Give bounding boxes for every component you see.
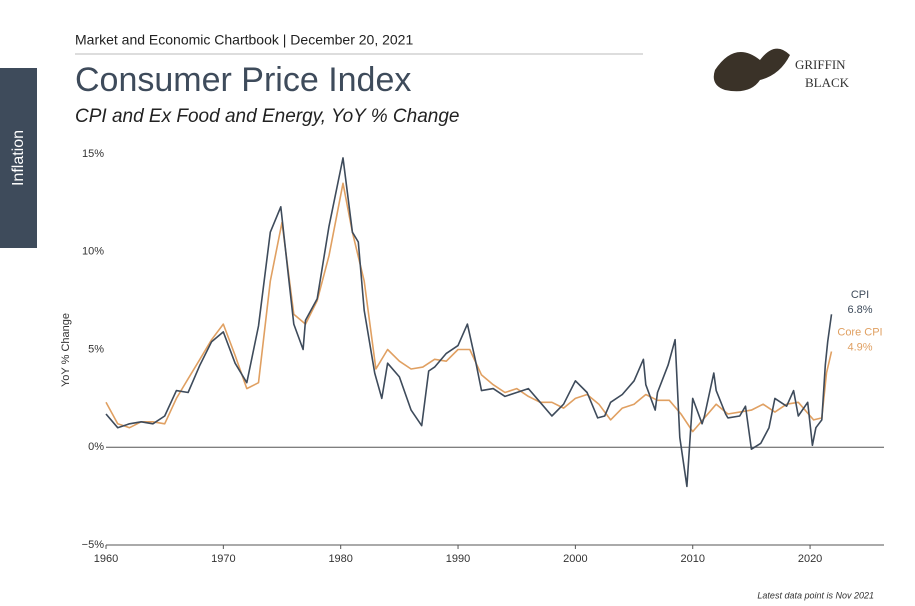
logo-text: BLACK: [805, 75, 850, 90]
header: Market and Economic Chartbook | December…: [75, 32, 413, 48]
chart-title: Consumer Price Index: [75, 61, 411, 99]
series-end-label: 6.8%: [847, 304, 872, 316]
series-line: [105, 182, 833, 433]
x-tick-label: 2000: [563, 553, 587, 565]
series-line: [105, 157, 833, 488]
x-tick-label: 2020: [798, 553, 822, 565]
series-name: CPI: [851, 289, 869, 301]
x-tick-label: 2010: [680, 553, 704, 565]
y-tick-label: 5%: [88, 343, 104, 355]
y-tick-label: 10%: [82, 246, 104, 258]
y-tick-label: −5%: [82, 539, 105, 551]
chart-subtitle: CPI and Ex Food and Energy, YoY % Change: [75, 106, 459, 127]
series-name: Core CPI: [837, 326, 882, 338]
logo-text: GRIFFIN: [795, 57, 846, 72]
footnote: Latest data point is Nov 2021: [757, 590, 874, 600]
section-tab: [0, 68, 37, 248]
plot: −5% 0% 5% 10% 15% 1960 1970 1980 1990 2000 2010 202…: [82, 148, 884, 565]
series-end-label: 4.9%: [847, 341, 872, 353]
x-tick-label: 1970: [211, 553, 235, 565]
x-tick-label: 1990: [446, 553, 470, 565]
y-axis-label: YoY % Change: [60, 313, 72, 387]
y-tick-label: 15%: [82, 148, 104, 160]
y-tick-label: 0%: [88, 441, 104, 453]
x-tick-label: 1960: [94, 553, 118, 565]
x-tick-label: 1980: [328, 553, 352, 565]
logo-icon: [713, 48, 790, 92]
section-label: Inflation: [10, 130, 27, 186]
